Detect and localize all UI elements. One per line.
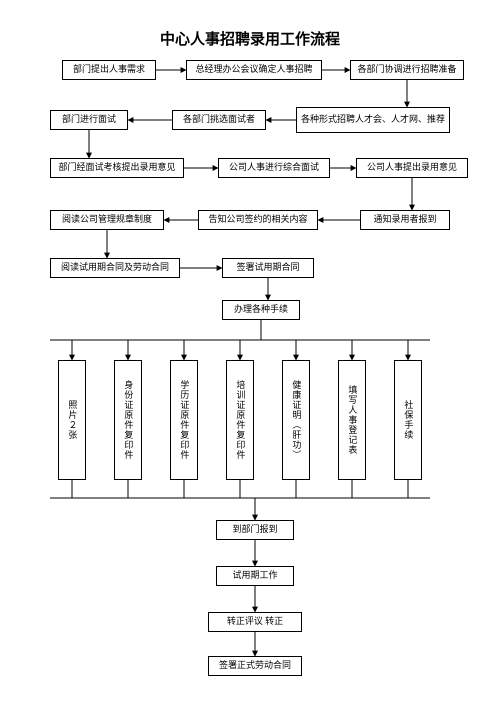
flow-node-r3b: 公司人事进行综合面试	[218, 158, 330, 178]
flow-vnode-v2: 身份证原件复印件	[114, 360, 142, 480]
flow-node-r4b: 告知公司签约的相关内容	[198, 210, 318, 230]
flow-vnode-v7: 社保手续	[394, 360, 422, 480]
flow-node-r10: 签署正式劳动合同	[208, 656, 302, 676]
flow-node-r4a: 阅读公司管理规章制度	[50, 210, 164, 230]
flow-node-r2a: 部门进行面试	[50, 110, 128, 130]
flow-node-r2b: 各部门挑选面试者	[172, 110, 266, 130]
flow-node-r3a: 部门经面试考核提出录用意见	[50, 158, 184, 178]
flow-node-r7: 到部门报到	[216, 520, 294, 540]
flow-node-r6: 办理各种手续	[222, 300, 300, 320]
flow-node-r1c: 各部门协调进行招聘准备	[350, 60, 464, 80]
flow-node-r1a: 部门提出人事需求	[62, 60, 156, 80]
flow-node-r1b: 总经理办公会议确定人事招聘	[186, 60, 322, 80]
flow-vnode-v1: 照片２张	[58, 360, 86, 480]
flow-node-r8: 试用期工作	[216, 566, 294, 586]
page-title: 中心人事招聘录用工作流程	[0, 28, 500, 49]
flow-node-r4c: 通知录用者报到	[360, 210, 450, 230]
flow-node-r2c: 各种形式招聘人才会、人才网、推荐	[296, 107, 450, 133]
flow-vnode-v4: 培训证原件复印件	[226, 360, 254, 480]
flow-node-r3c: 公司人事提出录用意见	[356, 158, 468, 178]
flow-node-r9: 转正评议 转正	[208, 612, 302, 632]
flow-node-r5b: 签署试用期合同	[222, 258, 314, 278]
flow-node-r5a: 阅读试用期合同及劳动合同	[50, 258, 180, 278]
flow-vnode-v6: 填写人事登记表	[338, 360, 366, 480]
flow-vnode-v3: 学历证原件复印件	[170, 360, 198, 480]
flow-vnode-v5: 健康证明（肝功）	[282, 360, 310, 480]
